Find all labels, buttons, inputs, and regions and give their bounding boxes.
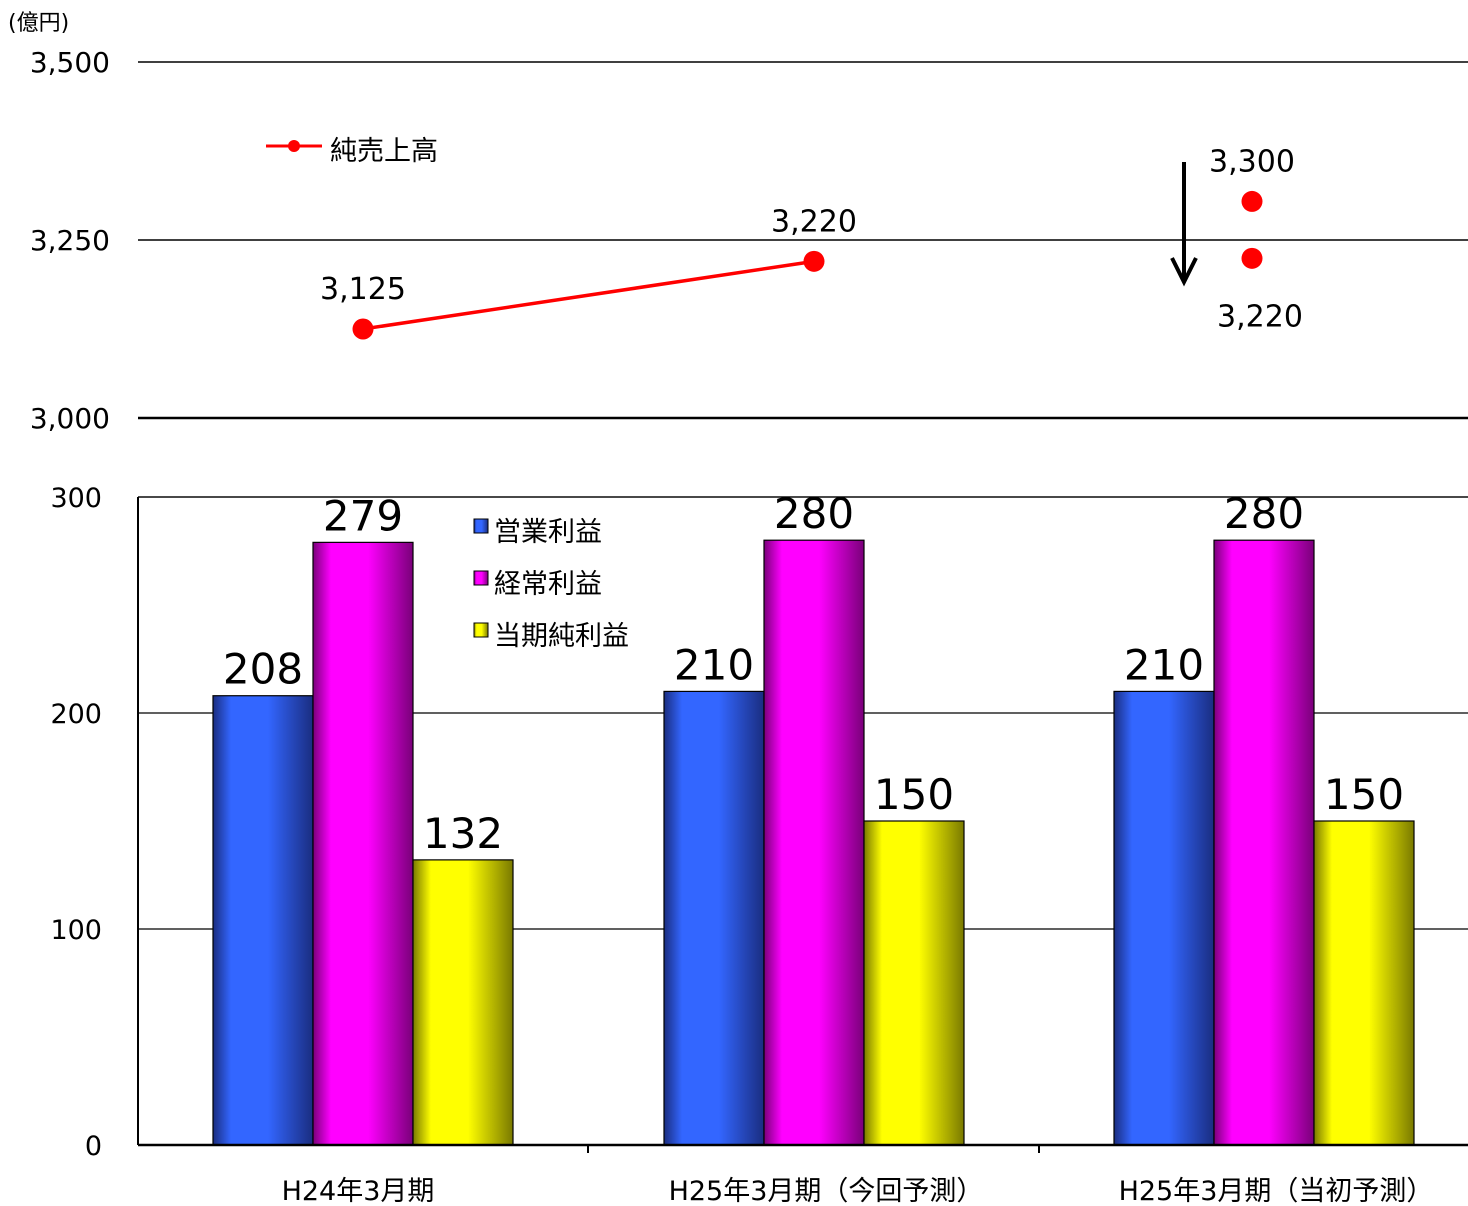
legend-label: 経常利益 bbox=[494, 569, 602, 600]
top-y-tick-label: 3,000 bbox=[30, 402, 110, 435]
bottom-axes bbox=[137, 496, 1468, 1153]
bar-value-label: 210 bbox=[1124, 640, 1204, 689]
bar bbox=[663, 690, 765, 1146]
down-arrow bbox=[1170, 162, 1198, 287]
legend-label-sales: 純売上高 bbox=[330, 136, 438, 167]
sales-forecast-label: 3,300 bbox=[1209, 144, 1295, 179]
bar-value-label: 132 bbox=[423, 809, 503, 858]
legend-label: 当期純利益 bbox=[494, 621, 629, 652]
bottom-y-tick-label: 200 bbox=[50, 699, 102, 730]
sales-point-label: 3,125 bbox=[320, 272, 406, 307]
bar bbox=[1213, 539, 1315, 1146]
sales-point-label: 3,220 bbox=[771, 204, 857, 239]
bottom-y-tick-label: 0 bbox=[85, 1131, 102, 1162]
category-label: H24年3月期 bbox=[282, 1176, 435, 1206]
bar bbox=[863, 820, 965, 1146]
bar bbox=[1313, 820, 1415, 1146]
bar bbox=[763, 539, 865, 1146]
bar bbox=[412, 859, 514, 1146]
bar-value-label: 150 bbox=[1324, 770, 1404, 819]
top-y-axis-ticks: 3,000 3,250 3,500 bbox=[30, 46, 110, 435]
sales-point bbox=[352, 318, 374, 340]
category-label: H25年3月期（今回予測） bbox=[669, 1176, 984, 1206]
bar-value-label: 279 bbox=[323, 491, 403, 540]
sales-series: 3,125 3,220 3,300 3,220 bbox=[320, 144, 1303, 340]
legend-swatch bbox=[473, 622, 489, 638]
legend-swatch bbox=[473, 570, 489, 586]
legend-label: 営業利益 bbox=[494, 517, 602, 548]
sales-line-panel: (億円) 3,000 3,250 3,500 3,125 3,220 3,300 3,22… bbox=[8, 11, 1468, 435]
bar bbox=[212, 695, 314, 1146]
legend-dot-marker bbox=[288, 140, 300, 152]
sales-forecast-label: 3,220 bbox=[1217, 299, 1303, 334]
top-legend: 純売上高 bbox=[266, 136, 438, 167]
sales-line bbox=[362, 259, 815, 331]
bottom-y-tick-label: 300 bbox=[50, 483, 102, 514]
top-y-tick-label: 3,500 bbox=[30, 46, 110, 79]
legend-swatch bbox=[473, 518, 489, 534]
category-labels: H24年3月期 H25年3月期（今回予測） H25年3月期（当初予測） bbox=[282, 1176, 1434, 1206]
bottom-y-axis-ticks: 0 100 200 300 bbox=[50, 483, 102, 1162]
bar-value-label: 150 bbox=[874, 770, 954, 819]
bar-value-label: 210 bbox=[674, 640, 754, 689]
bottom-y-tick-label: 100 bbox=[50, 915, 102, 946]
unit-label: (億円) bbox=[8, 11, 69, 36]
category-label: H25年3月期（当初予測） bbox=[1119, 1176, 1434, 1206]
sales-forecast-point bbox=[1241, 190, 1263, 212]
bar bbox=[312, 541, 414, 1146]
bar bbox=[1113, 690, 1215, 1146]
sales-forecast-point bbox=[1241, 247, 1263, 269]
top-gridlines bbox=[138, 61, 1468, 420]
sales-point bbox=[803, 250, 825, 272]
top-y-tick-label: 3,250 bbox=[30, 224, 110, 257]
bar-value-label: 208 bbox=[223, 645, 303, 694]
